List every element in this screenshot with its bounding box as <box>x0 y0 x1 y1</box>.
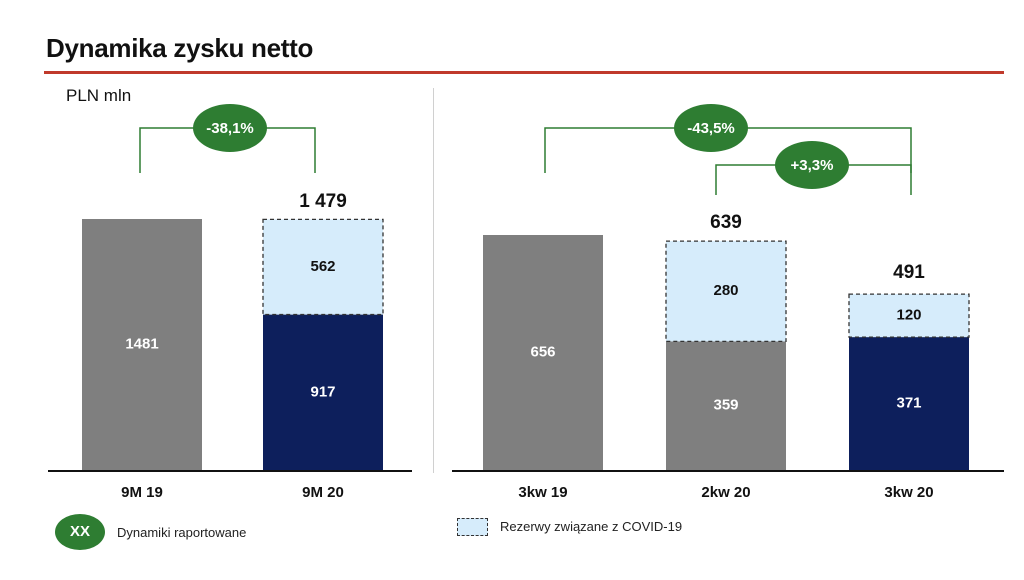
legend-badge-text: Dynamiki raportowane <box>117 525 247 540</box>
covid-value-label: 280 <box>713 282 738 299</box>
page-title: Dynamika zysku netto <box>46 33 314 63</box>
panel-divider <box>433 88 434 473</box>
dynamics-badge-label: -43,5% <box>687 120 735 137</box>
dynamics-badge-label: -38,1% <box>206 120 254 137</box>
bar-segment <box>849 337 969 470</box>
bar-value-label: 1481 <box>125 335 158 352</box>
dynamics-badge-label: +3,3% <box>791 157 834 174</box>
bar-value-label: 371 <box>896 395 921 412</box>
title-rule <box>44 71 1004 74</box>
legend-covid-swatch <box>457 518 488 536</box>
dynamics-badge <box>775 141 849 189</box>
legend-badge: XX <box>55 514 105 550</box>
dynamics-badge <box>674 104 748 152</box>
bar-value-label: 656 <box>530 343 555 360</box>
legend-covid-text: Rezerwy związane z COVID-19 <box>500 519 683 534</box>
covid-reserve-segment <box>848 293 970 338</box>
covid-value-label: 562 <box>310 258 335 275</box>
category-label: 3kw 19 <box>518 484 567 501</box>
bar-value-label: 917 <box>310 383 335 400</box>
covid-reserve-segment <box>262 218 384 316</box>
bar-segment <box>666 341 786 470</box>
bar-total-label: 639 <box>710 212 742 233</box>
category-label: 9M 19 <box>121 484 163 501</box>
covid-reserve-segment <box>665 240 787 343</box>
category-label: 2kw 20 <box>701 484 750 501</box>
bar-segment <box>82 219 202 470</box>
dynamics-badge <box>193 104 267 152</box>
category-label: 9M 20 <box>302 484 344 501</box>
bar-value-label: 359 <box>713 397 738 414</box>
category-label: 3kw 20 <box>884 484 933 501</box>
covid-value-label: 120 <box>896 307 921 324</box>
bar-total-label: 1 479 <box>299 191 347 212</box>
bar-segment <box>483 235 603 470</box>
bar-segment <box>263 314 383 470</box>
unit-label: PLN mln <box>66 86 132 105</box>
bar-total-label: 491 <box>893 262 925 283</box>
